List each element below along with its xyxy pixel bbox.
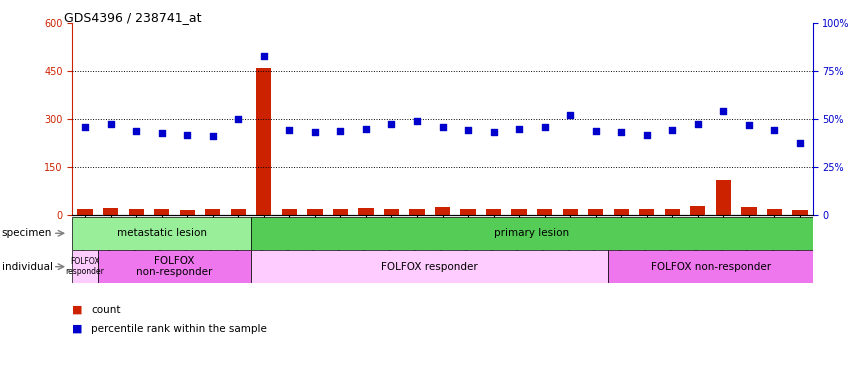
- Text: FOLFOX responder: FOLFOX responder: [381, 262, 478, 272]
- Bar: [180, 210, 195, 215]
- Point: [334, 127, 347, 134]
- Bar: [409, 209, 425, 215]
- Text: FOLFOX non-responder: FOLFOX non-responder: [650, 262, 771, 272]
- Bar: [384, 209, 399, 215]
- Bar: [588, 209, 603, 215]
- Bar: [154, 209, 169, 215]
- Bar: [98, 250, 251, 283]
- Point: [78, 124, 92, 130]
- Bar: [251, 250, 608, 283]
- Bar: [77, 209, 93, 215]
- Bar: [358, 208, 374, 215]
- Point: [793, 140, 807, 146]
- Point: [155, 131, 168, 137]
- Bar: [251, 217, 813, 250]
- Text: count: count: [91, 305, 121, 315]
- Bar: [665, 209, 680, 215]
- Point: [129, 127, 143, 134]
- Bar: [792, 210, 808, 215]
- Bar: [72, 250, 98, 283]
- Point: [180, 132, 194, 139]
- Point: [461, 127, 475, 133]
- Point: [589, 127, 603, 134]
- Point: [768, 127, 781, 133]
- Text: metastatic lesion: metastatic lesion: [117, 228, 207, 238]
- Bar: [563, 209, 578, 215]
- Bar: [639, 209, 654, 215]
- Bar: [231, 209, 246, 215]
- Point: [487, 129, 500, 136]
- Bar: [486, 209, 501, 215]
- Point: [538, 124, 551, 130]
- Bar: [333, 209, 348, 215]
- Point: [436, 124, 449, 130]
- Point: [308, 129, 322, 136]
- Text: FOLFOX
responder: FOLFOX responder: [66, 257, 105, 276]
- Point: [410, 118, 424, 124]
- Text: primary lesion: primary lesion: [494, 228, 569, 238]
- Point: [206, 133, 220, 139]
- Point: [614, 129, 628, 136]
- Bar: [511, 209, 527, 215]
- Bar: [767, 209, 782, 215]
- Bar: [205, 209, 220, 215]
- Bar: [307, 209, 323, 215]
- Bar: [103, 208, 118, 215]
- Point: [385, 121, 398, 127]
- Point: [742, 122, 756, 128]
- Bar: [716, 180, 731, 215]
- Point: [104, 121, 117, 127]
- Bar: [690, 206, 705, 215]
- Bar: [435, 207, 450, 215]
- Bar: [72, 217, 251, 250]
- Text: ■: ■: [72, 305, 83, 315]
- Point: [665, 127, 679, 133]
- Point: [640, 132, 654, 139]
- Text: GDS4396 / 238741_at: GDS4396 / 238741_at: [64, 12, 202, 25]
- Bar: [741, 207, 757, 215]
- Point: [283, 127, 296, 133]
- Point: [231, 116, 245, 122]
- Text: individual: individual: [2, 262, 53, 272]
- Text: ■: ■: [72, 324, 83, 334]
- Bar: [608, 250, 813, 283]
- Point: [512, 126, 526, 132]
- Bar: [282, 209, 297, 215]
- Point: [257, 53, 271, 59]
- Text: FOLFOX
non-responder: FOLFOX non-responder: [136, 256, 213, 278]
- Text: percentile rank within the sample: percentile rank within the sample: [91, 324, 267, 334]
- Bar: [256, 68, 271, 215]
- Bar: [537, 209, 552, 215]
- Bar: [129, 209, 144, 215]
- Point: [359, 126, 373, 132]
- Bar: [614, 209, 629, 215]
- Point: [691, 121, 705, 127]
- Text: specimen: specimen: [2, 228, 52, 238]
- Bar: [460, 209, 476, 215]
- Point: [563, 112, 577, 118]
- Point: [717, 108, 730, 114]
